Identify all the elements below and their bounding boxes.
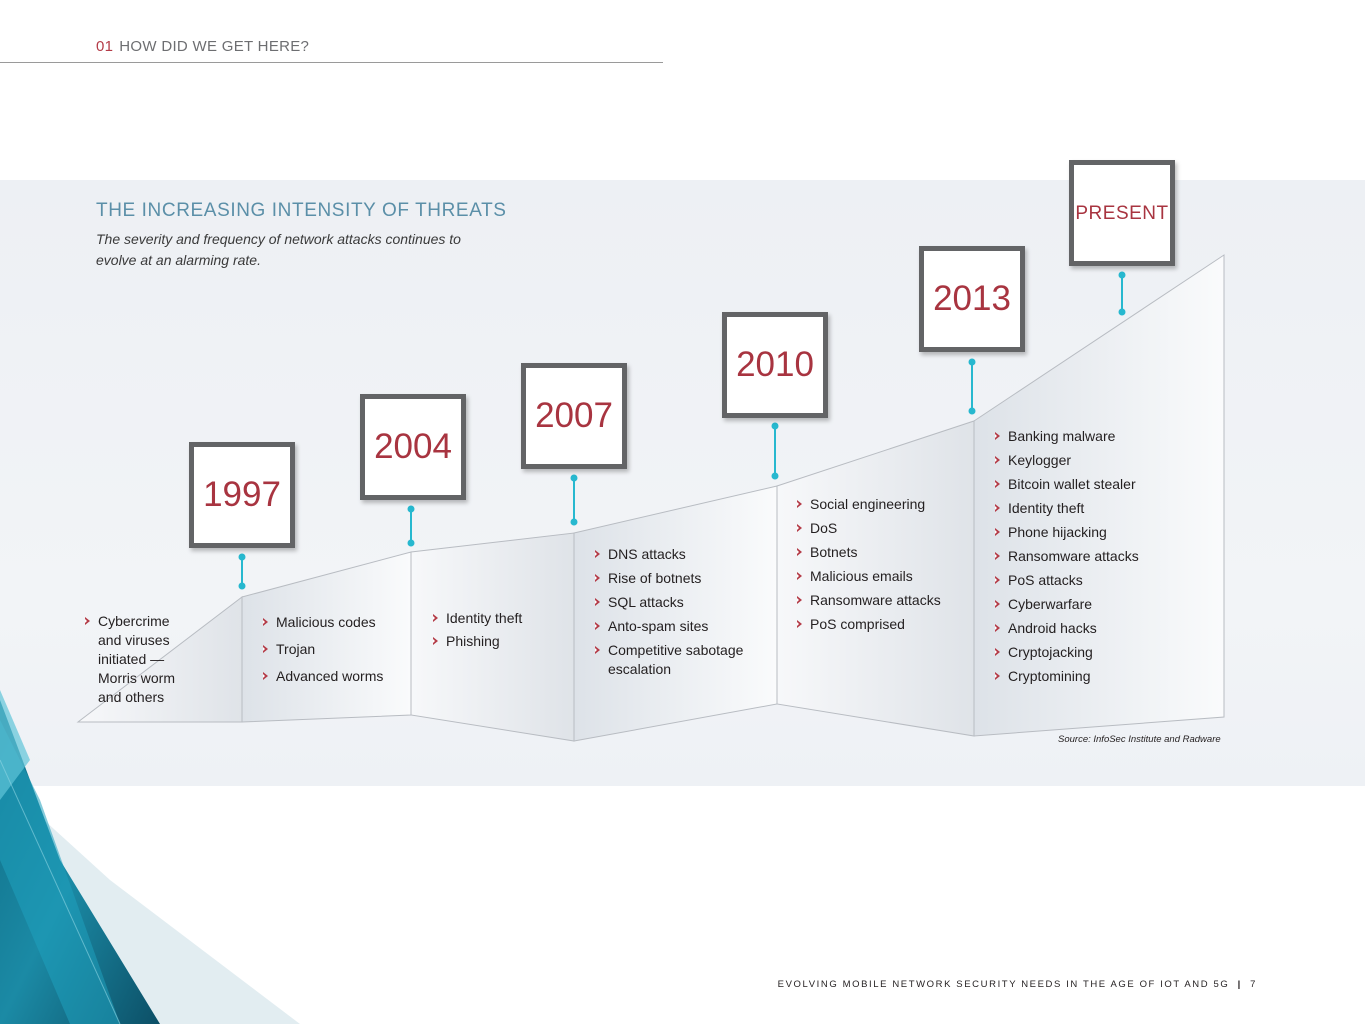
list-item: Social engineering xyxy=(795,495,970,514)
list-item: DoS xyxy=(795,519,970,538)
list-item: PoS comprised xyxy=(795,615,970,634)
threat-list-1997: Cybercrime and viruses initiated — Morri… xyxy=(83,612,193,707)
threat-list-present: Banking malware Keylogger Bitcoin wallet… xyxy=(993,427,1193,686)
list-item: Trojan xyxy=(261,640,406,659)
section-header: 01 HOW DID WE GET HERE? xyxy=(96,38,309,55)
list-item: Identity theft xyxy=(993,499,1193,518)
list-item: Cryptojacking xyxy=(993,643,1193,662)
source-note: Source: InfoSec Institute and Radware xyxy=(1058,734,1221,745)
footer-separator: | xyxy=(1237,979,1242,990)
list-item: Ransomware attacks xyxy=(993,547,1193,566)
footer-title: EVOLVING MOBILE NETWORK SECURITY NEEDS I… xyxy=(777,979,1230,990)
list-item: Botnets xyxy=(795,543,970,562)
year-label: 2013 xyxy=(933,279,1011,318)
year-box-2010: 2010 xyxy=(722,312,828,418)
year-box-2007: 2007 xyxy=(521,363,627,469)
section-title: HOW DID WE GET HERE? xyxy=(119,38,310,55)
list-item: Cryptomining xyxy=(993,667,1193,686)
list-item: SQL attacks xyxy=(593,593,768,612)
list-item: Competitive sabotage escalation xyxy=(593,641,768,679)
list-item: Anto-spam sites xyxy=(593,617,768,636)
threat-list-2004: Malicious codes Trojan Advanced worms xyxy=(261,613,406,686)
list-item: Cyberwarfare xyxy=(993,595,1193,614)
list-item: DNS attacks xyxy=(593,545,768,564)
threat-list-2013: Social engineering DoS Botnets Malicious… xyxy=(795,495,970,634)
year-label: 2007 xyxy=(535,396,613,435)
list-item: Phishing xyxy=(431,632,571,651)
section-number: 01 xyxy=(96,38,114,55)
year-label: 2010 xyxy=(736,345,814,384)
list-item: Ransomware attacks xyxy=(795,591,970,610)
year-label: PRESENT xyxy=(1075,203,1169,224)
list-item: Rise of botnets xyxy=(593,569,768,588)
list-item: Advanced worms xyxy=(261,667,406,686)
year-box-2013: 2013 xyxy=(919,246,1025,352)
list-item: Bitcoin wallet stealer xyxy=(993,475,1193,494)
list-item: Banking malware xyxy=(993,427,1193,446)
year-box-2004: 2004 xyxy=(360,394,466,500)
section-divider xyxy=(0,62,663,63)
year-box-1997: 1997 xyxy=(189,442,295,548)
list-item: PoS attacks xyxy=(993,571,1193,590)
infographic-title: THE INCREASING INTENSITY OF THREATS xyxy=(96,200,507,221)
list-item: Cybercrime and viruses initiated — Morri… xyxy=(83,612,193,707)
year-box-present: PRESENT xyxy=(1069,160,1175,266)
list-item: Malicious emails xyxy=(795,567,970,586)
list-item: Malicious codes xyxy=(261,613,406,632)
page-number: 7 xyxy=(1250,979,1257,990)
list-item: Android hacks xyxy=(993,619,1193,638)
infographic-subtitle: The severity and frequency of network at… xyxy=(96,231,461,268)
page-footer: EVOLVING MOBILE NETWORK SECURITY NEEDS I… xyxy=(778,979,1257,990)
list-item: Keylogger xyxy=(993,451,1193,470)
threat-list-2010: DNS attacks Rise of botnets SQL attacks … xyxy=(593,545,768,679)
year-label: 1997 xyxy=(203,475,281,514)
list-item: Identity theft xyxy=(431,609,571,628)
step-panel-6 xyxy=(973,254,1225,737)
list-item: Phone hijacking xyxy=(993,523,1193,542)
threat-list-2007: Identity theft Phishing xyxy=(431,609,571,651)
year-label: 2004 xyxy=(374,427,452,466)
